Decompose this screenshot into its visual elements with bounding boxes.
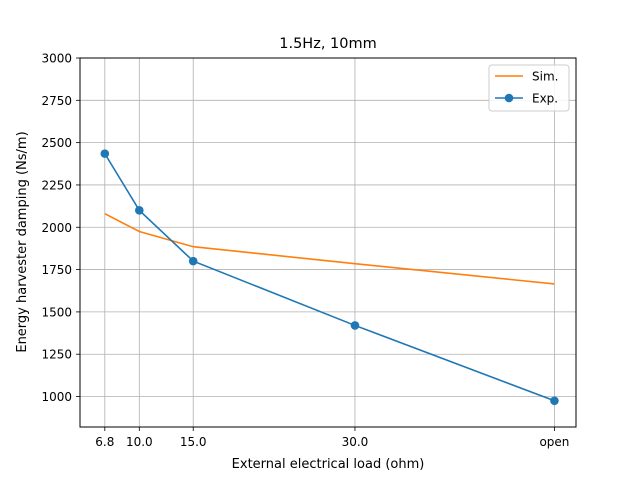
y-tick-label: 2000 bbox=[41, 221, 72, 235]
legend-label-sim: Sim. bbox=[532, 70, 558, 84]
grid bbox=[80, 57, 576, 427]
data-point-exp bbox=[100, 149, 110, 158]
data-point-exp bbox=[135, 206, 144, 215]
y-axis-label: Energy harvester damping (Ns/m) bbox=[15, 131, 30, 352]
data-point-exp bbox=[188, 256, 198, 266]
x-axis-label: External electrical load (ohm) bbox=[232, 457, 425, 472]
x-tick-label: 15.0 bbox=[180, 435, 207, 449]
chart-title: 1.5Hz, 10mm bbox=[279, 36, 377, 52]
legend-marker-exp bbox=[504, 93, 514, 103]
x-tick-label: 6.8 bbox=[95, 435, 114, 449]
y-axis-ticks: 1000 1250 1500 1750 2000 2250 2500 2750 3000 bbox=[41, 52, 80, 404]
y-tick-label: 3000 bbox=[41, 52, 72, 66]
data-point-exp bbox=[550, 396, 559, 406]
plot-frame bbox=[79, 57, 577, 428]
x-tick-label: open bbox=[539, 435, 569, 449]
y-tick-label: 1500 bbox=[41, 305, 72, 319]
y-tick-label: 1250 bbox=[41, 348, 72, 362]
x-axis-ticks: 6.8 10.0 15.0 30.0 open bbox=[95, 427, 569, 449]
y-tick-label: 1000 bbox=[41, 390, 72, 404]
x-tick-label: 10.0 bbox=[126, 435, 153, 449]
legend-label-exp: Exp. bbox=[532, 92, 558, 106]
y-tick-label: 1750 bbox=[41, 263, 72, 277]
y-tick-label: 2500 bbox=[41, 136, 72, 150]
data-point-exp bbox=[350, 321, 360, 330]
legend: Sim. Exp. bbox=[488, 64, 570, 112]
series-layer bbox=[100, 149, 559, 406]
series-line-sim bbox=[104, 213, 555, 285]
y-tick-label: 2750 bbox=[41, 94, 72, 108]
x-tick-label: 30.0 bbox=[342, 435, 369, 449]
y-tick-label: 2250 bbox=[41, 178, 72, 192]
